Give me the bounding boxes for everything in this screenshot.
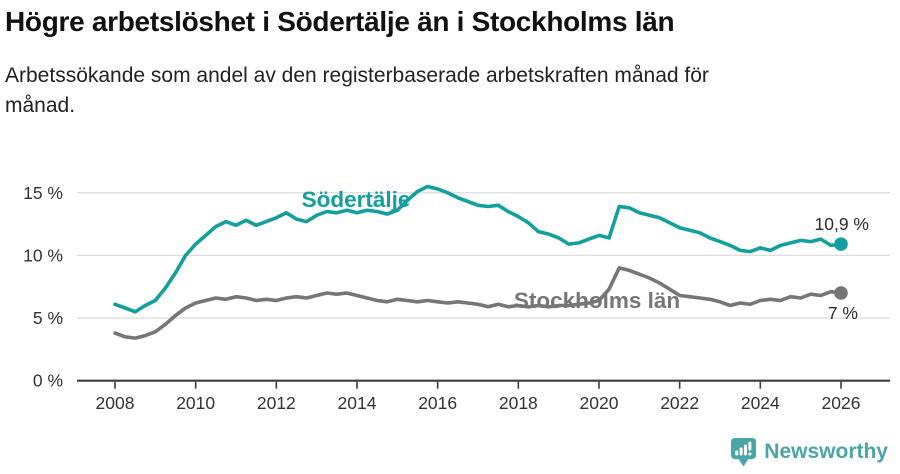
x-axis-tick-label-2008: 2008 (96, 393, 135, 413)
bar-3 (744, 444, 748, 455)
y-axis-tick-label-0: 0 % (33, 371, 63, 391)
series-label-stockholms-l-n: Stockholms län (514, 288, 680, 313)
x-axis-tick-label-2016: 2016 (418, 393, 457, 413)
newsworthy-pin-icon (731, 437, 757, 466)
series-end-value-s-dert-lje: 10,9 % (815, 214, 869, 234)
series-line-s-dert-lje (113, 184, 843, 314)
chart-subtitle-line-2: månad. (5, 94, 76, 117)
series-line-stockholms-l-n (113, 266, 843, 340)
y-axis-tick-label-5: 5 % (33, 308, 63, 328)
chart-subtitle: Arbetssökande som andel av den registerb… (5, 61, 895, 121)
x-axis-tick-label-2022: 2022 (660, 393, 699, 413)
bar-2 (739, 447, 743, 455)
pin-shape (731, 437, 757, 466)
exclamation-bar (748, 441, 752, 450)
newsworthy-logo: Newsworthy (730, 436, 888, 468)
page-title: Högre arbetslöshet i Södertälje än i Sto… (5, 6, 675, 37)
x-axis-tick-label-2026: 2026 (822, 393, 861, 413)
x-axis-tick-label-2014: 2014 (338, 393, 377, 413)
x-axis-tick-label-2010: 2010 (176, 393, 215, 413)
x-axis-tick-label-2012: 2012 (257, 393, 296, 413)
newsworthy-brand-text: Newsworthy (764, 440, 888, 463)
exclamation-dot (748, 452, 752, 455)
y-axis-tick-label-10: 10 % (23, 245, 63, 265)
series-end-value-stockholms-l-n: 7 % (828, 303, 858, 323)
x-axis-tick-label-2018: 2018 (499, 393, 538, 413)
bar-1 (735, 450, 739, 455)
x-axis-tick-label-2020: 2020 (580, 393, 619, 413)
series-end-dot-stockholms-l-n (834, 286, 848, 300)
series-end-dot-s-dert-lje (834, 237, 848, 251)
x-axis-tick-label-2024: 2024 (741, 393, 780, 413)
chart-subtitle-line-1: Arbetssökande som andel av den registerb… (5, 64, 709, 87)
series-label-s-dert-lje: Södertälje (302, 187, 411, 212)
y-axis-tick-label-15: 15 % (23, 183, 63, 203)
